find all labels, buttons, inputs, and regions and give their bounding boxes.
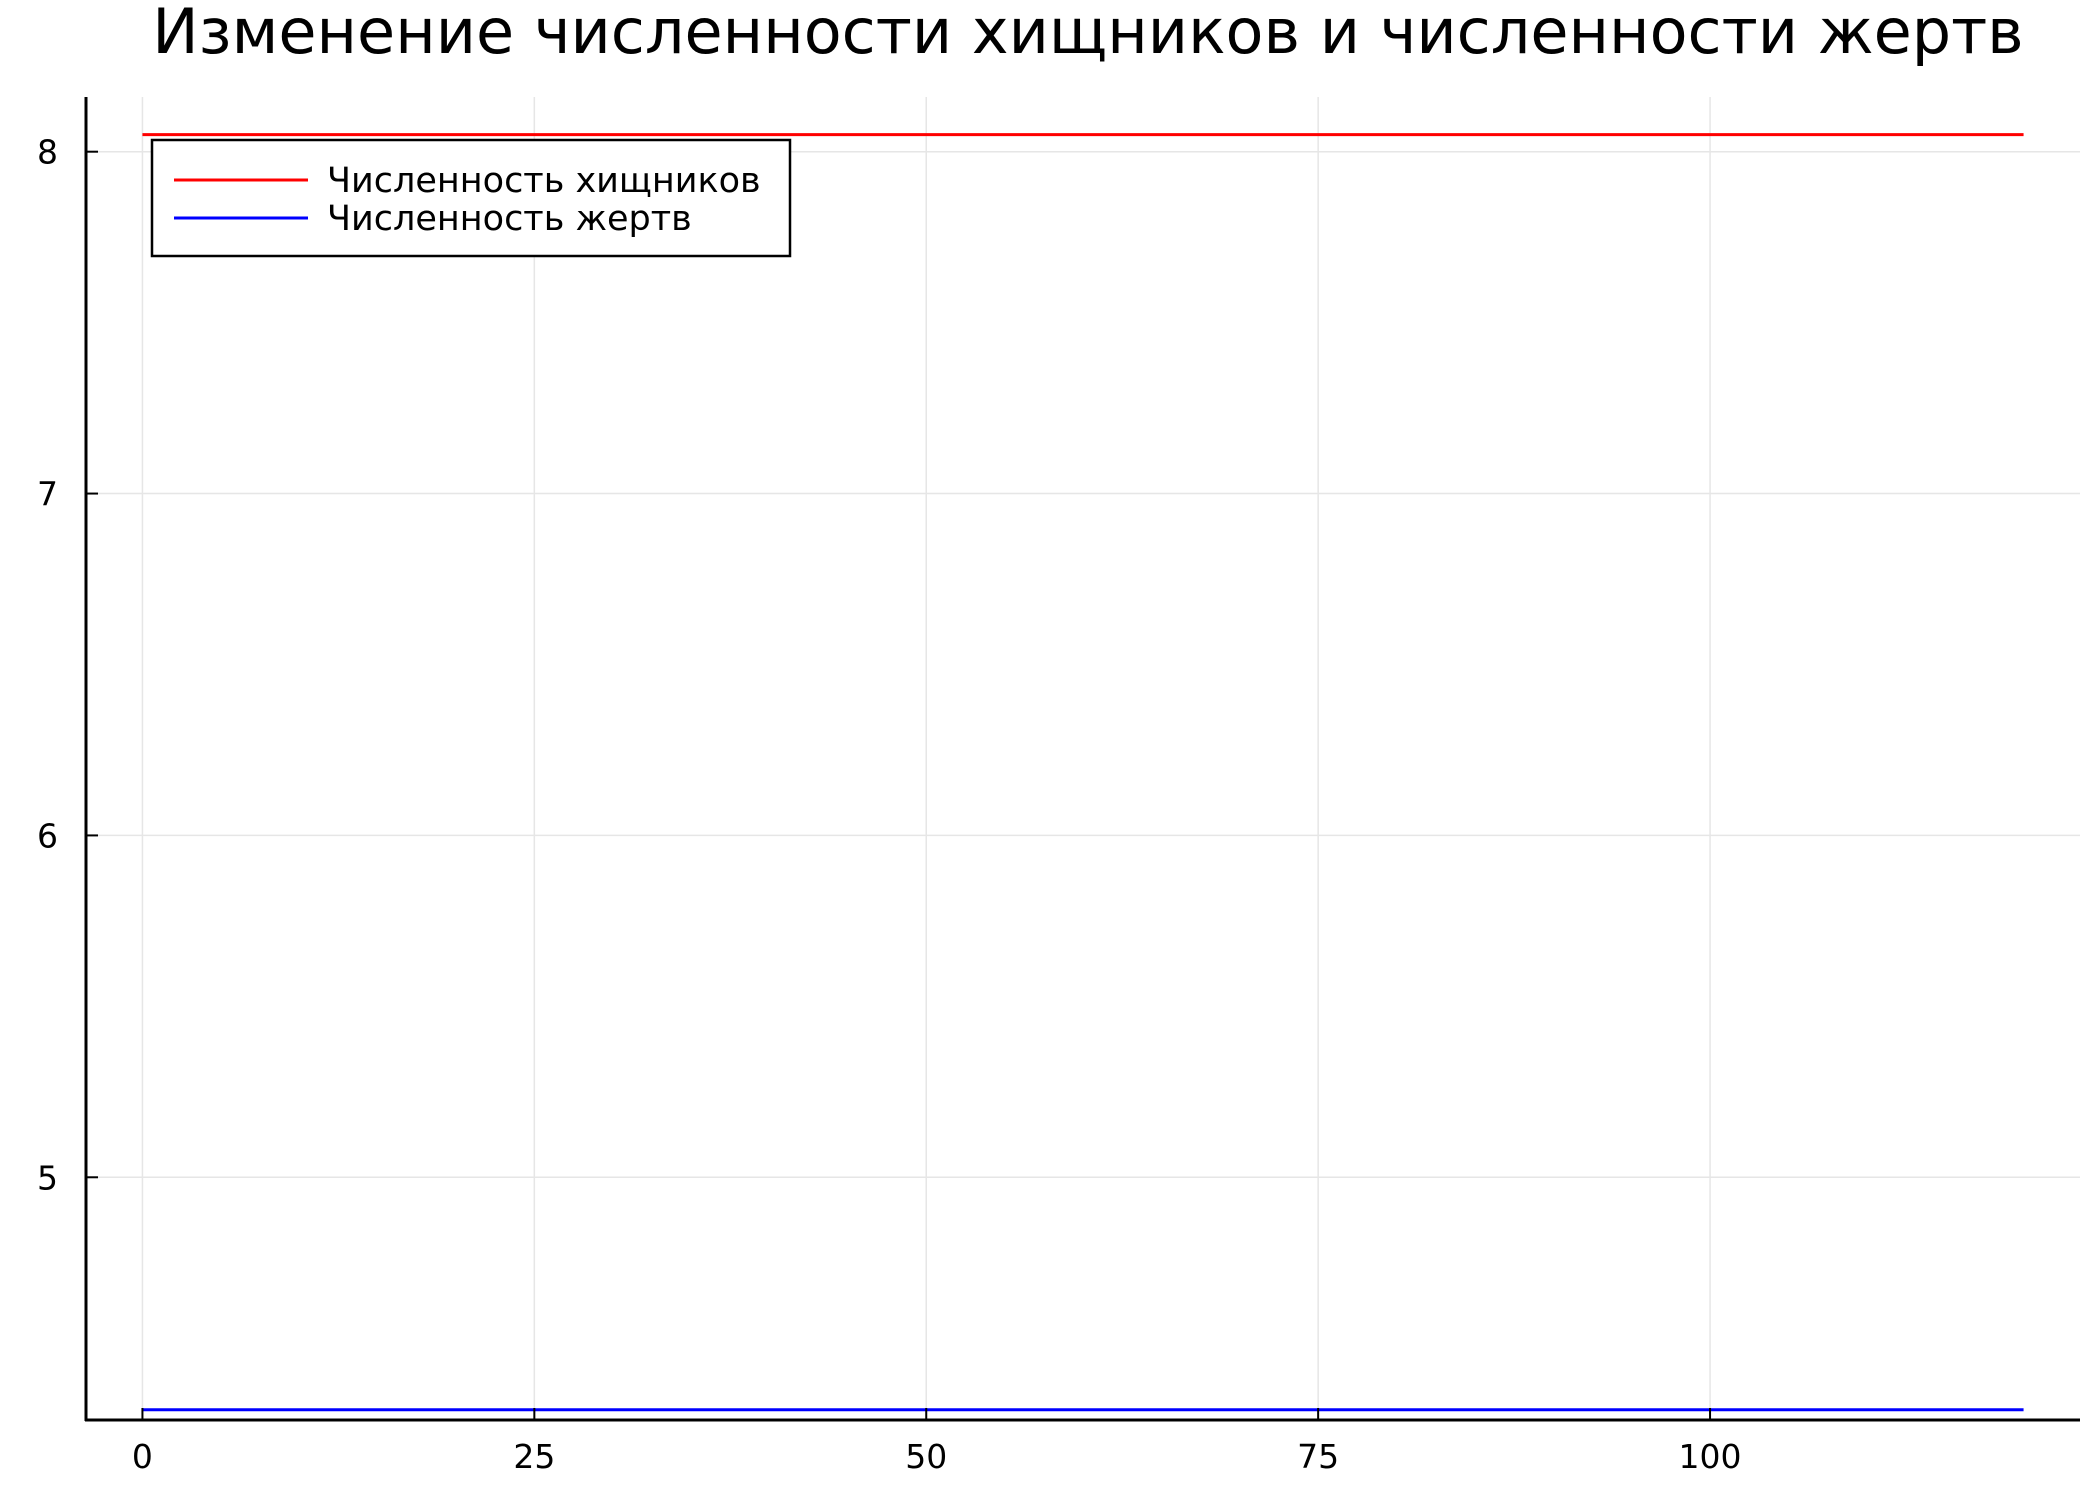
legend-box — [150, 138, 792, 258]
x-axis-ticks: 0 25 50 75 100 — [132, 1408, 1742, 1476]
y-axis-ticks: 5 6 7 8 — [37, 133, 98, 1197]
legend-label-1: Численность хищников — [327, 161, 761, 201]
x-tick-label: 75 — [1297, 1437, 1339, 1476]
y-tick-label: 7 — [37, 475, 58, 514]
x-tick-label: 100 — [1679, 1437, 1742, 1476]
legend-label-2: Численность жертв — [327, 199, 692, 239]
x-tick-label: 50 — [905, 1437, 947, 1476]
x-tick-label: 0 — [132, 1437, 153, 1476]
chart-title: Изменение численности хищников и численн… — [152, 0, 2023, 68]
y-tick-label: 6 — [37, 816, 58, 855]
y-tick-label: 8 — [37, 133, 58, 172]
series-lines — [142, 133, 2024, 1412]
x-tick-label: 25 — [513, 1437, 555, 1476]
grid — [86, 97, 2080, 1420]
axes — [84, 97, 2080, 1422]
y-tick-label: 5 — [37, 1158, 58, 1197]
